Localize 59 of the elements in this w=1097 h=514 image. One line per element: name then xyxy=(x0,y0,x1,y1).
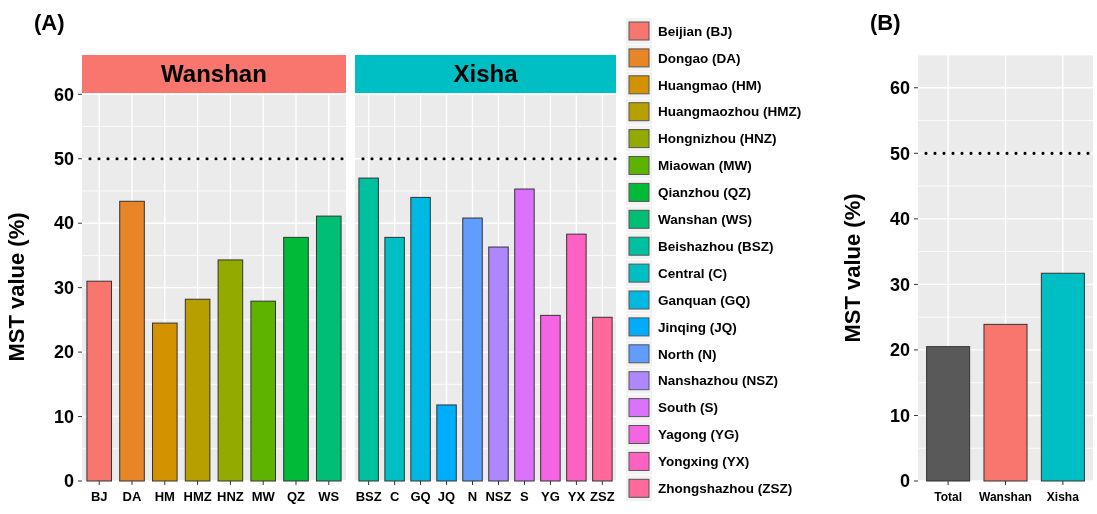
legend-label: Jinqing (JQ) xyxy=(658,319,737,335)
legend-label: Wanshan (WS) xyxy=(658,212,752,228)
x-tick-label: QZ xyxy=(286,489,306,504)
x-tick-label: GQ xyxy=(410,489,431,504)
legend-label: Ganquan (GQ) xyxy=(658,292,751,308)
x-tick-label: WS xyxy=(318,489,340,504)
y-tick-label: 60 xyxy=(889,78,910,99)
x-tick-label: N xyxy=(467,489,478,504)
y-tick-label: 20 xyxy=(889,340,910,361)
legend-label: Zhongshazhou (ZSZ) xyxy=(658,481,793,497)
x-tick-label: NSZ xyxy=(485,489,512,504)
y-tick-label: 30 xyxy=(889,274,910,295)
legend-label: Yongxing (YX) xyxy=(658,454,750,470)
x-tick-label: YG xyxy=(541,489,560,504)
legend-label: Beishazhou (BSZ) xyxy=(658,238,774,254)
legend-label: Miaowan (MW) xyxy=(658,158,752,174)
x-tick-label: Total xyxy=(934,490,963,504)
y-tick-label: 20 xyxy=(53,342,74,363)
x-tick-label: JQ xyxy=(437,489,456,504)
y-axis-title: MST value (%) xyxy=(4,212,29,362)
legend-label: Hongnizhou (HNZ) xyxy=(658,131,777,147)
text: (A) xyxy=(34,10,65,35)
text: (B) xyxy=(870,10,901,35)
y-axis-title: MST value (%) xyxy=(840,193,865,343)
legend-label: Central (C) xyxy=(658,265,728,281)
x-tick-label: BSZ xyxy=(355,489,382,504)
y-tick-label: 0 xyxy=(63,471,74,492)
legend-label: Beijian (BJ) xyxy=(658,23,733,39)
legend-label: Dongao (DA) xyxy=(658,50,741,66)
y-tick-label: 50 xyxy=(889,143,910,164)
y-tick-label: 10 xyxy=(889,405,910,426)
legend-label: Qianzhou (QZ) xyxy=(658,185,751,201)
x-tick-label: C xyxy=(389,489,400,504)
legend-label: Huangmao (HM) xyxy=(658,77,762,93)
x-tick-label: MW xyxy=(251,489,276,504)
y-tick-label: 40 xyxy=(53,213,74,234)
x-tick-label: HMZ xyxy=(183,489,212,504)
y-tick-label: 10 xyxy=(53,406,74,427)
x-tick-label: HNZ xyxy=(217,489,244,504)
legend-label: Yagong (YG) xyxy=(658,427,739,443)
x-tick-label: Wanshan xyxy=(979,490,1032,504)
y-tick-label: 60 xyxy=(53,84,74,105)
chart-title: Xisha xyxy=(453,60,519,87)
y-tick-label: 40 xyxy=(889,209,910,230)
y-tick-label: 50 xyxy=(53,149,74,170)
y-tick-label: 0 xyxy=(899,471,910,492)
x-tick-label: DA xyxy=(122,489,143,504)
x-tick-label: S xyxy=(520,489,530,504)
chart-title: Wanshan xyxy=(161,60,267,87)
x-tick-label: YX xyxy=(567,489,586,504)
y-tick-label: 30 xyxy=(53,277,74,298)
x-tick-label: ZSZ xyxy=(590,489,615,504)
legend-label: Huangmaozhou (HMZ) xyxy=(658,104,802,120)
x-tick-label: HM xyxy=(154,489,175,504)
x-tick-label: Xisha xyxy=(1046,490,1080,504)
legend-label: South (S) xyxy=(658,400,718,416)
legend-label: Nanshazhou (NSZ) xyxy=(658,373,778,389)
x-tick-label: BJ xyxy=(90,489,108,504)
legend-label: North (N) xyxy=(658,346,717,362)
